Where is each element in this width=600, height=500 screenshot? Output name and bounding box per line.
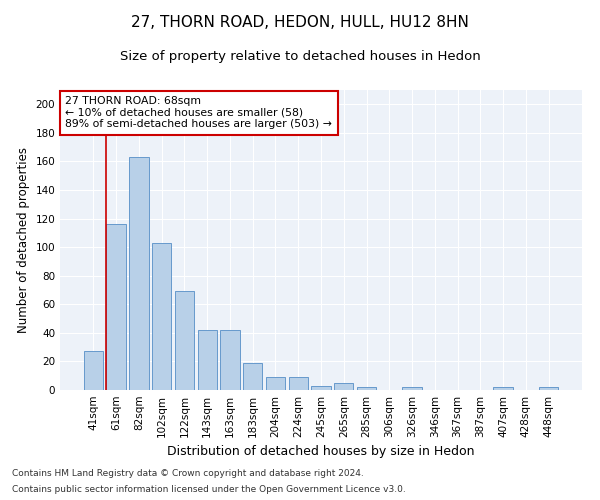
Text: Size of property relative to detached houses in Hedon: Size of property relative to detached ho…	[119, 50, 481, 63]
Text: Contains HM Land Registry data © Crown copyright and database right 2024.: Contains HM Land Registry data © Crown c…	[12, 468, 364, 477]
Bar	[84, 352, 103, 390]
Bar	[175, 292, 194, 390]
Text: Contains public sector information licensed under the Open Government Licence v3: Contains public sector information licen…	[12, 485, 406, 494]
Bar	[220, 330, 239, 390]
Bar	[403, 387, 422, 390]
Bar	[539, 387, 558, 390]
Bar	[152, 243, 172, 390]
Bar	[129, 157, 149, 390]
Text: 27 THORN ROAD: 68sqm
← 10% of detached houses are smaller (58)
89% of semi-detac: 27 THORN ROAD: 68sqm ← 10% of detached h…	[65, 96, 332, 129]
Bar	[311, 386, 331, 390]
Text: 27, THORN ROAD, HEDON, HULL, HU12 8HN: 27, THORN ROAD, HEDON, HULL, HU12 8HN	[131, 15, 469, 30]
Bar	[334, 383, 353, 390]
Bar	[493, 387, 513, 390]
Bar	[243, 363, 262, 390]
Bar	[289, 377, 308, 390]
Y-axis label: Number of detached properties: Number of detached properties	[17, 147, 30, 333]
Bar	[197, 330, 217, 390]
Bar	[357, 387, 376, 390]
Bar	[106, 224, 126, 390]
X-axis label: Distribution of detached houses by size in Hedon: Distribution of detached houses by size …	[167, 446, 475, 458]
Bar	[266, 377, 285, 390]
